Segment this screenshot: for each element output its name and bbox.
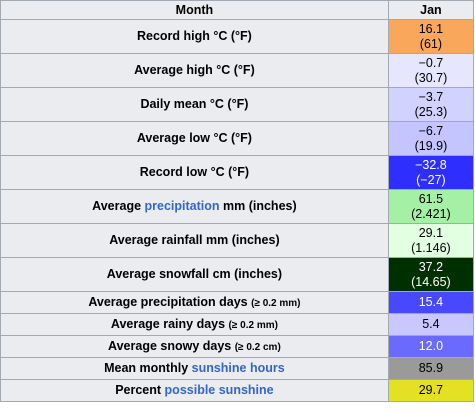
- value: 29.1: [418, 225, 444, 240]
- label-text: Record high °C (°F): [136, 29, 252, 43]
- table-row: Percent possible sunshine 29.7: [0, 379, 475, 402]
- value: 85.9: [418, 361, 444, 375]
- value-cell: 29.7: [387, 379, 475, 402]
- label-text: Average precipitation days: [88, 294, 252, 309]
- label-text: (≥ 0.2 cm): [234, 341, 281, 353]
- label-text: Average rainfall mm (inches): [109, 233, 280, 247]
- label-text: Average low °C (°F): [136, 131, 252, 145]
- header-cell: Jan: [387, 0, 475, 20]
- row-label: Daily mean °C (°F): [0, 87, 389, 122]
- row-label: Average rainfall mm (inches): [0, 223, 389, 258]
- value: −6.7: [418, 123, 444, 138]
- value-cell: −3.7 (25.3): [387, 87, 475, 122]
- value: 15.4: [418, 295, 444, 309]
- row-label: Average low °C (°F): [0, 121, 389, 156]
- table-row: Average rainy days (≥ 0.2 mm) 5.4: [0, 313, 475, 336]
- row-label: Average precipitation mm (inches): [0, 189, 389, 224]
- value: 37.2: [418, 259, 444, 274]
- row-label: Average snowy days (≥ 0.2 cm): [0, 335, 389, 358]
- value-cell: 29.1 (1.146): [387, 223, 475, 258]
- value-cell: −32.8 (−27): [387, 155, 475, 190]
- value: 16.1: [418, 21, 444, 36]
- value-cell: 16.1 (61): [387, 19, 475, 54]
- table-row: Average precipitation mm (inches) 61.5 (2.…: [0, 189, 475, 224]
- table-row: Average high °C (°F) −0.7 (30.7): [0, 53, 475, 88]
- value: 12.0: [418, 339, 444, 353]
- value: −3.7: [418, 89, 444, 104]
- table-row: Average rainfall mm (inches) 29.1 (1.146): [0, 223, 475, 258]
- row-label: Mean monthly sunshine hours: [0, 357, 389, 380]
- value-imperial: (30.7): [414, 70, 448, 85]
- row-label: Record high °C (°F): [0, 19, 389, 54]
- value-cell: 5.4: [387, 313, 475, 336]
- label-text: Percent: [115, 383, 165, 397]
- header-cell: Month: [0, 0, 389, 20]
- value: 29.7: [418, 383, 444, 397]
- label-text: mm (inches): [219, 199, 297, 213]
- value: −32.8: [415, 157, 447, 172]
- row-label: Average high °C (°F): [0, 53, 389, 88]
- value-imperial: (61): [419, 36, 443, 51]
- link[interactable]: possible sunshine: [164, 383, 274, 397]
- table-row: Mean monthly sunshine hours 85.9: [0, 357, 475, 380]
- value-cell: 12.0: [387, 335, 475, 358]
- value-imperial: (19.9): [414, 138, 448, 153]
- value-cell: 15.4: [387, 291, 475, 314]
- row-label: Percent possible sunshine: [0, 379, 389, 402]
- table-row: Average snowfall cm (inches) 37.2 (14.65): [0, 257, 475, 292]
- value-cell: −0.7 (30.7): [387, 53, 475, 88]
- label-text: Average high °C (°F): [134, 63, 255, 77]
- value: 61.5: [418, 191, 444, 206]
- page: Month Jan Record high °C (°F) 16.1 (61) Ave…: [0, 0, 475, 402]
- table-row: Average snowy days (≥ 0.2 cm) 12.0: [0, 335, 475, 358]
- label-text: Mean monthly: [104, 361, 192, 375]
- label-text: Average snowy days: [108, 338, 235, 353]
- value: 5.4: [422, 317, 440, 331]
- label-text: Average: [92, 199, 145, 213]
- table-row: Average precipitation days (≥ 0.2 mm) 15.…: [0, 291, 475, 314]
- value: −0.7: [418, 55, 444, 70]
- value-imperial: (14.65): [411, 274, 451, 289]
- link[interactable]: sunshine hours: [191, 361, 285, 375]
- value-imperial: (1.146): [411, 240, 451, 255]
- table-body: Record high °C (°F) 16.1 (61) Average high …: [0, 19, 475, 402]
- row-label: Record low °C (°F): [0, 155, 389, 190]
- climate-table: Month Jan Record high °C (°F) 16.1 (61) Ave…: [0, 0, 475, 402]
- value-imperial: (2.421): [411, 206, 451, 221]
- value-cell: 37.2 (14.65): [387, 257, 475, 292]
- link[interactable]: precipitation: [144, 199, 220, 213]
- table-row: Record low °C (°F) −32.8 (−27): [0, 155, 475, 190]
- label-text: Average rainy days: [110, 316, 229, 331]
- row-label: Average snowfall cm (inches): [0, 257, 389, 292]
- value-cell: 85.9: [387, 357, 475, 380]
- table-row: Daily mean °C (°F) −3.7 (25.3): [0, 87, 475, 122]
- row-label: Average precipitation days (≥ 0.2 mm): [0, 291, 389, 314]
- table-row: Average low °C (°F) −6.7 (19.9): [0, 121, 475, 156]
- label-text: Average snowfall cm (inches): [106, 267, 283, 281]
- value-cell: 61.5 (2.421): [387, 189, 475, 224]
- value-imperial: (−27): [416, 172, 446, 187]
- table-row: Record high °C (°F) 16.1 (61): [0, 19, 475, 54]
- label-text: (≥ 0.2 mm): [228, 319, 278, 331]
- label-text: Record low °C (°F): [139, 165, 250, 179]
- label-text: (≥ 0.2 mm): [251, 297, 301, 309]
- label-text: Daily mean °C (°F): [140, 97, 249, 111]
- value-cell: −6.7 (19.9): [387, 121, 475, 156]
- value-imperial: (25.3): [414, 104, 448, 119]
- row-label: Average rainy days (≥ 0.2 mm): [0, 313, 389, 336]
- header-row: Month Jan: [0, 0, 475, 20]
